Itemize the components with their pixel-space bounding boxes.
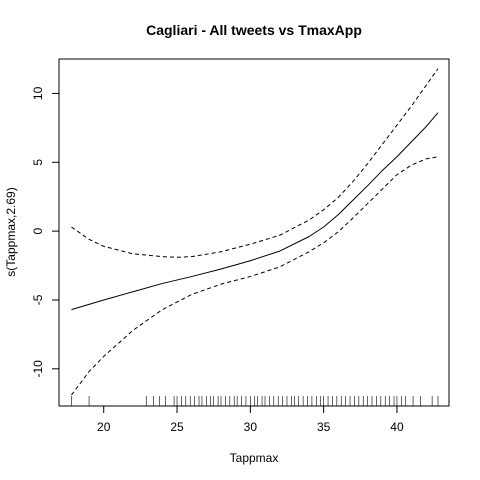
x-tick-label-25: 25 <box>170 420 184 434</box>
x-tick-label-30: 30 <box>244 420 258 434</box>
y-tick-label-0: 0 <box>31 227 45 234</box>
upper-ci-line <box>71 68 439 258</box>
y-axis-label: s(Tappmax,2.69) <box>4 187 18 276</box>
x-axis: 20 25 30 35 40 <box>97 405 404 434</box>
fit-line <box>71 112 439 311</box>
x-tick-label-20: 20 <box>97 420 111 434</box>
y-axis: -10 -5 0 5 10 <box>31 86 60 378</box>
chart-title: Cagliari - All tweets vs TmaxApp <box>146 22 362 38</box>
x-axis-label: Tappmax <box>230 451 279 465</box>
plot-frame <box>58 58 450 407</box>
y-tick-label-5: 5 <box>31 159 45 166</box>
y-tick-label--5: -5 <box>31 294 45 305</box>
rug-layer <box>71 396 439 406</box>
y-tick-label--10: -10 <box>31 360 45 378</box>
lower-ci-line <box>71 156 439 396</box>
series-layer <box>71 68 439 396</box>
x-tick-label-40: 40 <box>390 420 404 434</box>
x-tick-label-35: 35 <box>317 420 331 434</box>
y-tick-label-10: 10 <box>31 86 45 100</box>
